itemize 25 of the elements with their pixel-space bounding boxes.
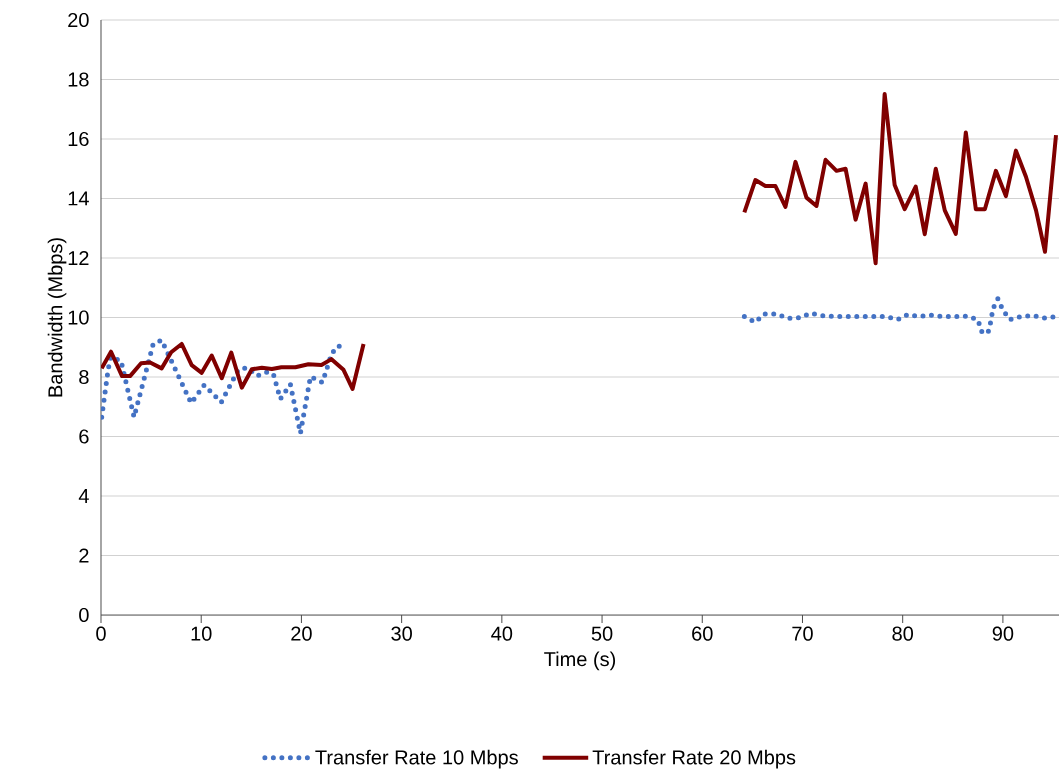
x-tick-label: 30 — [391, 626, 412, 641]
y-tick-label: 2 — [79, 548, 89, 563]
x-tick-label: 60 — [692, 626, 713, 641]
x-tick-label: 80 — [892, 626, 914, 641]
x-tick-label: 0 — [96, 626, 106, 641]
x-tick-label: 70 — [792, 626, 813, 641]
legend-label: Transfer Rate 20 Mbps — [592, 749, 796, 769]
y-tick-label: 18 — [68, 72, 89, 87]
x-tick-label: 50 — [591, 626, 613, 641]
y-tick-label: 0 — [79, 607, 89, 623]
y-tick-label: 6 — [79, 429, 89, 444]
x-tick-label: 90 — [992, 626, 1014, 641]
y-tick-label: 12 — [68, 251, 89, 265]
y-tick-label: 4 — [78, 489, 89, 503]
y-tick-label: 8 — [79, 369, 89, 385]
x-tick-label: 20 — [291, 626, 312, 641]
y-axis-title: Bandwidth (Mbps) — [47, 238, 67, 397]
y-tick-label: 20 — [68, 12, 89, 28]
x-tick-label: 10 — [191, 626, 212, 641]
x-tick-label: 40 — [491, 626, 513, 641]
x-axis-title: Time (s) — [544, 651, 616, 671]
y-tick-label: 16 — [68, 131, 89, 147]
y-tick-label: 10 — [68, 310, 89, 325]
y-tick-label: 14 — [68, 191, 89, 206]
legend-label: Transfer Rate 10 Mbps — [315, 749, 518, 769]
